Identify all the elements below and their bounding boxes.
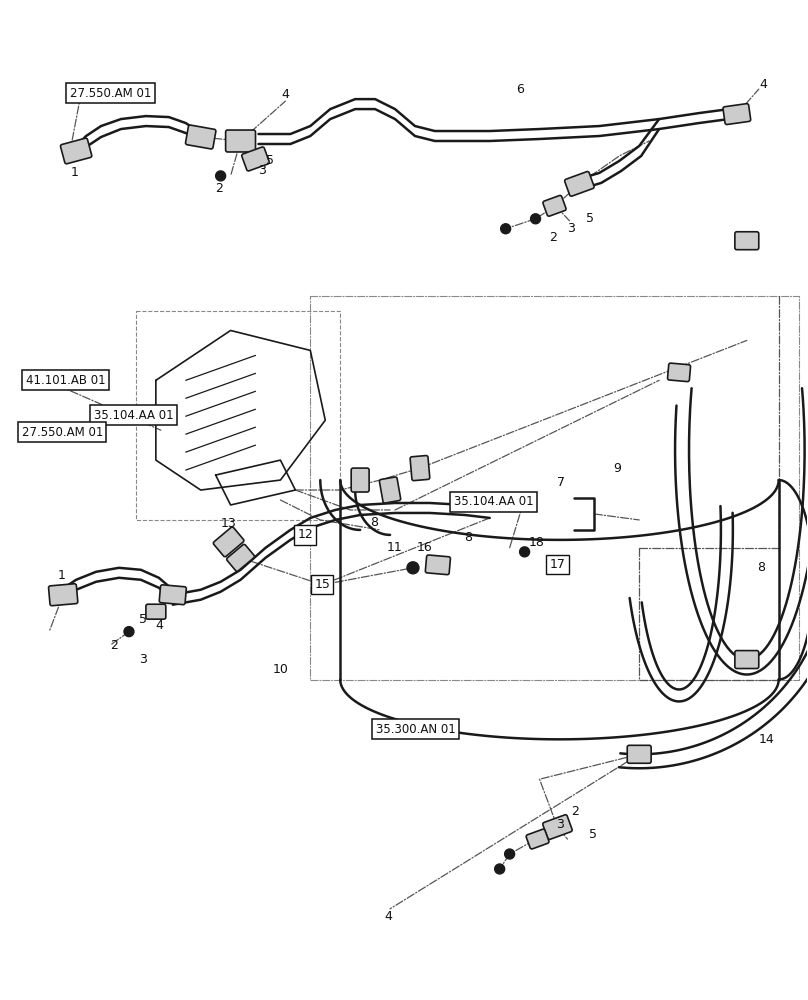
Text: 5: 5 (587, 212, 595, 225)
Text: 3: 3 (557, 818, 565, 831)
FancyBboxPatch shape (734, 232, 759, 250)
Text: 14: 14 (759, 733, 775, 746)
Circle shape (505, 849, 515, 859)
FancyBboxPatch shape (723, 104, 751, 125)
FancyBboxPatch shape (146, 604, 166, 619)
Text: 8: 8 (757, 561, 764, 574)
Text: 9: 9 (613, 462, 621, 475)
Circle shape (216, 171, 225, 181)
Circle shape (124, 627, 134, 637)
Text: 17: 17 (549, 558, 566, 571)
FancyBboxPatch shape (543, 815, 572, 839)
Text: 4: 4 (155, 619, 162, 632)
Text: 1: 1 (70, 166, 78, 179)
Text: 2: 2 (571, 805, 579, 818)
FancyBboxPatch shape (242, 147, 269, 171)
FancyBboxPatch shape (227, 544, 255, 571)
Text: 8: 8 (464, 531, 472, 544)
Text: 35.104.AA 01: 35.104.AA 01 (454, 495, 533, 508)
Text: 16: 16 (417, 541, 433, 554)
FancyBboxPatch shape (351, 468, 369, 492)
Circle shape (531, 214, 541, 224)
Text: 8: 8 (370, 516, 378, 529)
Text: 4: 4 (281, 88, 289, 101)
FancyBboxPatch shape (225, 130, 255, 152)
FancyBboxPatch shape (159, 585, 187, 605)
Text: 35.300.AN 01: 35.300.AN 01 (376, 723, 456, 736)
Text: 5: 5 (267, 154, 275, 167)
FancyBboxPatch shape (410, 456, 430, 481)
Text: 5: 5 (139, 613, 147, 626)
FancyBboxPatch shape (213, 527, 244, 557)
FancyBboxPatch shape (48, 584, 78, 606)
FancyBboxPatch shape (526, 829, 549, 849)
Circle shape (494, 864, 505, 874)
Text: 41.101.AB 01: 41.101.AB 01 (26, 374, 105, 387)
Text: 35.104.AA 01: 35.104.AA 01 (94, 409, 174, 422)
FancyBboxPatch shape (425, 555, 450, 575)
Text: 3: 3 (567, 222, 575, 235)
Text: 27.550.AM 01: 27.550.AM 01 (69, 87, 151, 100)
FancyBboxPatch shape (61, 138, 92, 164)
FancyBboxPatch shape (734, 651, 759, 669)
Text: 2: 2 (549, 231, 558, 244)
FancyBboxPatch shape (380, 477, 401, 503)
Text: 7: 7 (558, 476, 566, 489)
Text: 4: 4 (760, 78, 768, 91)
Text: 27.550.AM 01: 27.550.AM 01 (22, 426, 103, 439)
Text: 6: 6 (516, 83, 524, 96)
Text: 15: 15 (314, 578, 330, 591)
Circle shape (407, 562, 419, 574)
FancyBboxPatch shape (627, 745, 651, 763)
Text: 12: 12 (297, 528, 314, 541)
Text: 1: 1 (57, 569, 65, 582)
Text: 2: 2 (215, 182, 222, 195)
Text: 11: 11 (387, 541, 403, 554)
Text: 5: 5 (589, 828, 597, 841)
Circle shape (520, 547, 529, 557)
FancyBboxPatch shape (565, 172, 594, 196)
FancyBboxPatch shape (186, 125, 216, 149)
Text: 4: 4 (384, 910, 392, 923)
Circle shape (501, 224, 511, 234)
Text: 13: 13 (221, 517, 237, 530)
Text: 3: 3 (139, 653, 147, 666)
Text: 10: 10 (272, 663, 288, 676)
FancyBboxPatch shape (543, 195, 566, 216)
Text: 3: 3 (259, 164, 267, 177)
Text: 2: 2 (110, 639, 118, 652)
FancyBboxPatch shape (667, 363, 691, 382)
Text: 18: 18 (528, 536, 545, 549)
